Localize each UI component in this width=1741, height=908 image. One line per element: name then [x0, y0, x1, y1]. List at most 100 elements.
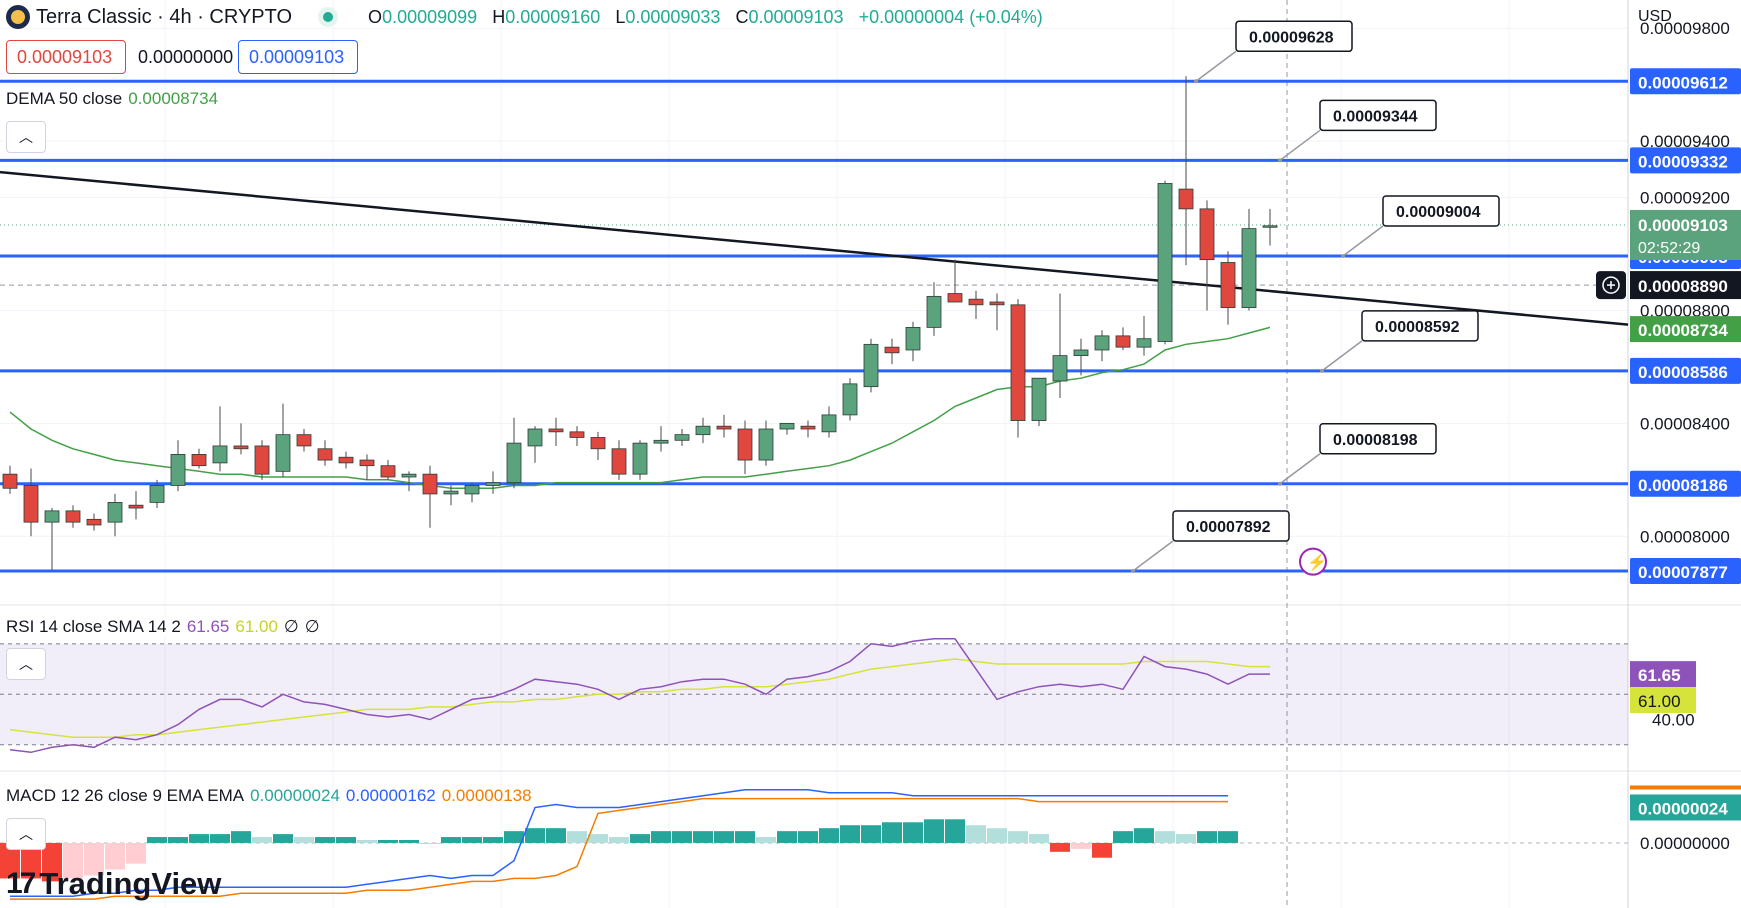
macd-histogram-bar — [1134, 828, 1154, 843]
candle-down — [380, 465, 396, 478]
macd-histogram-bar — [714, 831, 734, 843]
macd-value: 0.00000162 — [345, 786, 436, 805]
macd-histogram-bar — [252, 837, 272, 843]
level-axis-badge — [1630, 470, 1741, 497]
candle-up — [1241, 228, 1257, 309]
callout-pointer — [1342, 225, 1384, 257]
callout-box — [1319, 99, 1437, 132]
trend-line — [0, 170, 1629, 326]
rsi-sma-value: 61.00 — [235, 617, 278, 636]
candle-up — [401, 473, 417, 478]
candle-down — [254, 445, 270, 475]
rsi-sma-axis-label: 61.00 — [1638, 692, 1681, 711]
macd-legend[interactable]: MACD 12 26 close 9 EMA EMA 0.00000024 0.00… — [6, 786, 532, 806]
macd-histogram-bar — [84, 842, 104, 876]
symbol-title[interactable]: Terra Classic · 4h · CRYPTO — [36, 6, 292, 29]
macd-collapse-button[interactable]: ︿ — [6, 818, 46, 850]
rsi-collapse-button[interactable]: ︿ — [6, 648, 46, 680]
macd-histogram-bar — [273, 834, 293, 843]
low-value: 0.00009033 — [625, 6, 721, 27]
price-tick-label: 0.00009800 — [1640, 19, 1730, 38]
macd-histogram-bar — [777, 831, 797, 843]
plus-circle-icon — [1602, 276, 1620, 294]
rsi-name: RSI 14 close SMA 14 2 — [6, 617, 181, 636]
candle-down — [590, 437, 606, 450]
price-tick-label: 0.00008400 — [1640, 414, 1730, 433]
macd-histogram-bar — [903, 822, 923, 843]
close-label: C — [735, 6, 749, 27]
candle-down — [317, 448, 333, 461]
candle-up — [170, 454, 186, 486]
tradingview-logo[interactable]: 17 TradingView — [6, 864, 221, 904]
macd-histogram-bar — [189, 834, 209, 843]
sell-price: 0.00009103 — [17, 46, 113, 67]
candle-up — [527, 428, 543, 447]
candle-down — [989, 301, 1005, 306]
candle-up — [506, 442, 522, 484]
buy-button[interactable]: 0.00009103 — [238, 40, 358, 74]
chevron-up-icon: ︿ — [19, 129, 33, 145]
sell-button[interactable]: 0.00009103 — [6, 40, 126, 74]
candle-up — [842, 383, 858, 416]
macd-histogram-bar — [567, 831, 587, 843]
alert-lightning-glyph: ⚡ — [1307, 553, 1327, 572]
macd-hist-axis-label: 0.00000024 — [1638, 799, 1728, 818]
rsi-line — [9, 638, 1270, 754]
candle-down — [1199, 208, 1215, 261]
market-status-icon[interactable] — [318, 7, 339, 27]
candle-up — [1094, 335, 1110, 351]
macd-histogram-bar — [0, 842, 20, 879]
chevron-up-icon: ︿ — [19, 656, 33, 672]
macd-histogram-bar — [1218, 831, 1238, 843]
buy-price: 0.00009103 — [249, 46, 345, 67]
candle-up — [1262, 225, 1278, 228]
price-tick-label: 0.00008800 — [1640, 301, 1730, 320]
candle-up — [1136, 338, 1152, 348]
rsi-tick-label: 40.00 — [1652, 711, 1695, 730]
candle-up — [443, 490, 459, 495]
candle-down — [191, 454, 207, 467]
macd-histogram-bar — [105, 842, 125, 870]
rsi-sma-line — [9, 658, 1270, 738]
price-tick-label: 0.00009200 — [1640, 189, 1730, 208]
candle-down — [1220, 262, 1236, 309]
macd-histogram-bar — [378, 840, 398, 843]
callout-label: 0.00009004 — [1396, 204, 1481, 221]
callout-box — [1382, 195, 1500, 227]
macd-hist-value: 0.00000024 — [250, 786, 340, 805]
candle-up — [1031, 377, 1047, 421]
candle-down — [296, 434, 312, 447]
callout-anchor — [1194, 79, 1198, 84]
macd-histogram-bar — [210, 834, 230, 843]
candle-up — [863, 343, 879, 388]
rsi-extra-1: ∅ — [283, 617, 299, 636]
macd-histogram-bar — [336, 837, 356, 843]
macd-histogram-bar — [168, 837, 188, 843]
candle-down — [548, 428, 564, 433]
callout-box — [1319, 423, 1437, 455]
price-tick-label: 0.00008000 — [1640, 527, 1730, 546]
candle-down — [338, 456, 354, 464]
candle-up — [1073, 349, 1089, 357]
level-axis-label: 0.00009612 — [1638, 73, 1728, 92]
rsi-legend[interactable]: RSI 14 close SMA 14 2 61.65 61.00 ∅ ∅ — [6, 617, 320, 637]
candle-up — [905, 327, 921, 351]
callout-anchor — [1131, 568, 1135, 573]
dema-legend[interactable]: DEMA 50 close 0.00008734 — [6, 89, 219, 109]
last-price-label: 0.00009103 — [1638, 216, 1728, 235]
candle-up — [926, 295, 942, 328]
alert-lightning-icon — [1299, 547, 1327, 576]
spread-text: 0.00000000 — [138, 46, 234, 67]
collapse-button[interactable]: ︿ — [6, 121, 46, 153]
currency-selector[interactable]: USD — [1628, 0, 1741, 34]
candle-up — [758, 428, 774, 461]
exchange: CRYPTO — [209, 5, 293, 28]
dema-axis-badge — [1630, 316, 1741, 343]
callout-anchor — [1278, 481, 1282, 486]
level-axis-badge — [1630, 147, 1741, 174]
candle-up — [149, 485, 165, 503]
candle-down — [86, 518, 102, 526]
candle-down — [737, 428, 753, 461]
level-axis-label: 0.00008586 — [1638, 363, 1728, 382]
